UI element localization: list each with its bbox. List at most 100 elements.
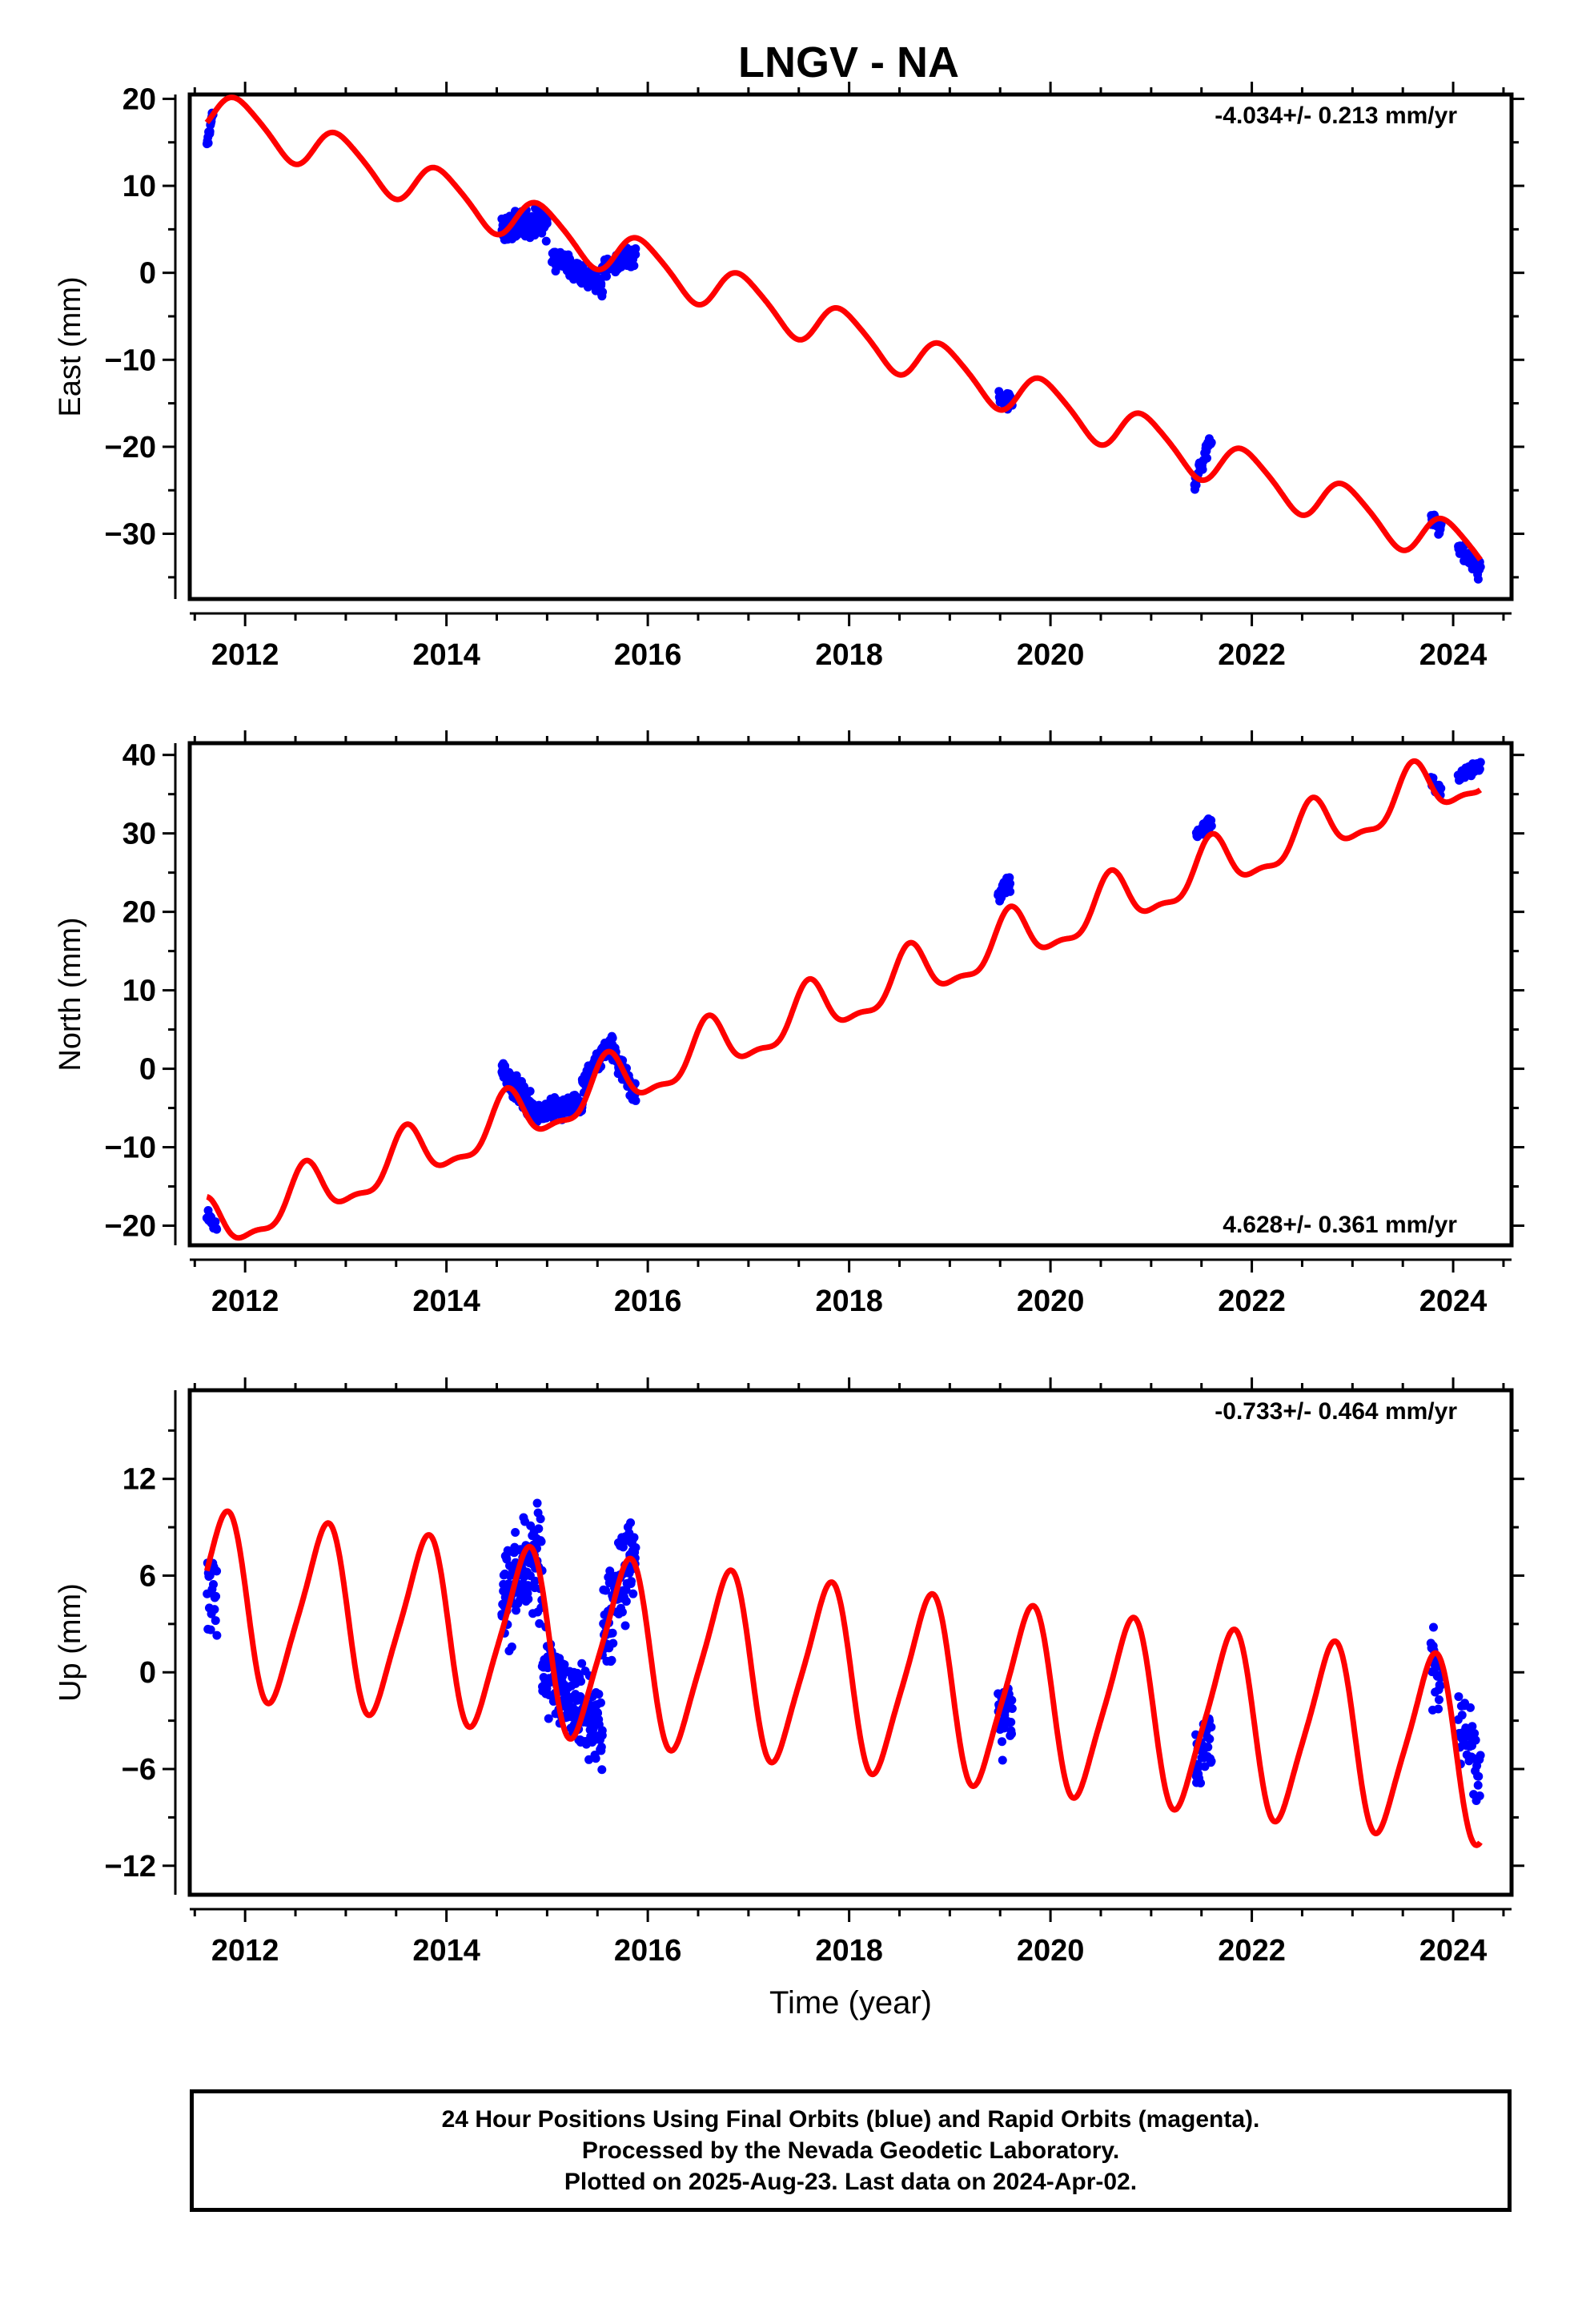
data-point	[1454, 1692, 1464, 1702]
data-point	[1205, 1735, 1215, 1744]
plot-frame	[187, 1388, 1514, 1897]
data-point	[1436, 783, 1446, 793]
data-point	[1207, 1723, 1216, 1732]
data-point	[211, 1591, 221, 1601]
x-tick-label: 2024	[1419, 1934, 1488, 1968]
data-point	[210, 1605, 219, 1614]
y-tick-label: −6	[122, 1753, 156, 1787]
data-point	[534, 1524, 544, 1534]
data-point	[560, 1660, 569, 1670]
data-point	[628, 1589, 638, 1598]
data-point	[1007, 1695, 1017, 1705]
rate-label: 4.628+/- 0.361 mm/yr	[1223, 1212, 1457, 1238]
data-point	[631, 1096, 640, 1105]
y-tick-label: −30	[105, 518, 156, 552]
data-point	[601, 1586, 611, 1595]
plot-area	[202, 94, 1485, 584]
data-point	[629, 1533, 639, 1542]
data-point	[998, 1755, 1007, 1765]
y-tick-label: 10	[122, 170, 156, 203]
plot-frame	[187, 92, 1514, 601]
data-point	[1473, 1780, 1483, 1790]
data-point	[1457, 1711, 1467, 1720]
data-point	[206, 1625, 215, 1634]
data-point	[631, 244, 640, 254]
y-tick-label: 20	[122, 896, 156, 930]
data-point	[596, 1698, 605, 1707]
data-point	[598, 287, 608, 297]
data-point	[1435, 1681, 1445, 1691]
y-tick-label: −20	[105, 431, 156, 464]
data-point	[212, 1630, 222, 1640]
y-tick-label: 0	[139, 1053, 156, 1087]
x-tick-label: 2016	[614, 1285, 682, 1318]
data-point	[507, 1642, 516, 1651]
data-point	[1470, 1729, 1480, 1739]
data-point	[524, 1594, 533, 1604]
x-tick-label: 2020	[1017, 1285, 1085, 1318]
east-panel: 2012 2014 2016 2018 2020 2022 2024 20 10 0 −10 −20 −…	[54, 82, 1524, 672]
data-point	[511, 1528, 520, 1538]
x-tick-label: 2014	[412, 638, 480, 672]
data-point	[618, 1542, 628, 1552]
data-point	[620, 1621, 630, 1630]
data-point	[577, 1659, 587, 1668]
x-tick-label: 2020	[1017, 1934, 1085, 1968]
data-point	[1475, 1791, 1484, 1800]
plot-area	[203, 1498, 1485, 1848]
y-axis-label: North (mm)	[54, 917, 87, 1071]
data-point	[627, 1577, 636, 1586]
data-point	[1474, 1771, 1484, 1781]
data-point	[1207, 438, 1216, 448]
data-point	[608, 1638, 618, 1648]
data-point	[512, 1606, 521, 1615]
data-point	[617, 1607, 627, 1617]
data-point	[535, 1618, 544, 1628]
data-point	[1475, 764, 1484, 774]
north-panel: 2012 2014 2016 2018 2020 2022 2024 40 30 20 10 0 −10…	[54, 730, 1524, 1318]
caption-box: 24 Hour Positions Using Final Orbits (bl…	[190, 2089, 1512, 2212]
model-curve	[205, 758, 1483, 1241]
data-point	[597, 1765, 607, 1775]
data-point	[541, 236, 551, 246]
data-point	[1006, 1729, 1016, 1739]
data-point	[536, 1537, 546, 1546]
x-tick-label: 2012	[211, 1285, 279, 1318]
data-point	[1434, 1704, 1443, 1714]
y-tick-label: −20	[105, 1210, 156, 1244]
data-point	[626, 1518, 636, 1528]
data-point	[208, 1580, 218, 1590]
data-point	[1007, 1704, 1017, 1714]
data-point	[1196, 1778, 1206, 1787]
data-point	[594, 1689, 604, 1699]
x-axis-label: Time (year)	[769, 1985, 932, 2020]
rate-label: -0.733+/- 0.464 mm/yr	[1215, 1398, 1457, 1425]
data-point	[1471, 1735, 1480, 1745]
x-tick-label: 2012	[211, 638, 279, 672]
x-tick-label: 2022	[1218, 1934, 1286, 1968]
caption-line-2: Processed by the Nevada Geodetic Laborat…	[581, 2137, 1120, 2164]
data-point	[602, 271, 612, 281]
data-point	[596, 1743, 606, 1752]
data-point	[1468, 1722, 1477, 1731]
x-tick-label: 2016	[614, 1934, 682, 1968]
data-point	[607, 1655, 616, 1665]
y-tick-label: 40	[122, 739, 156, 773]
data-point	[211, 1616, 220, 1626]
data-point	[1465, 1703, 1475, 1712]
data-point	[591, 1754, 600, 1763]
plot-area	[202, 758, 1485, 1241]
data-point	[631, 1542, 640, 1552]
model-curve	[204, 94, 1483, 561]
rate-label: -4.034+/- 0.213 mm/yr	[1215, 103, 1457, 129]
data-point	[1198, 464, 1207, 474]
data-point	[608, 1033, 617, 1043]
x-tick-label: 2014	[412, 1285, 480, 1318]
data-point	[1473, 574, 1483, 584]
data-point	[211, 1217, 220, 1227]
data-point	[532, 1498, 542, 1508]
data-point	[536, 1514, 545, 1524]
data-point	[629, 261, 639, 271]
x-tick-label: 2018	[815, 638, 883, 672]
